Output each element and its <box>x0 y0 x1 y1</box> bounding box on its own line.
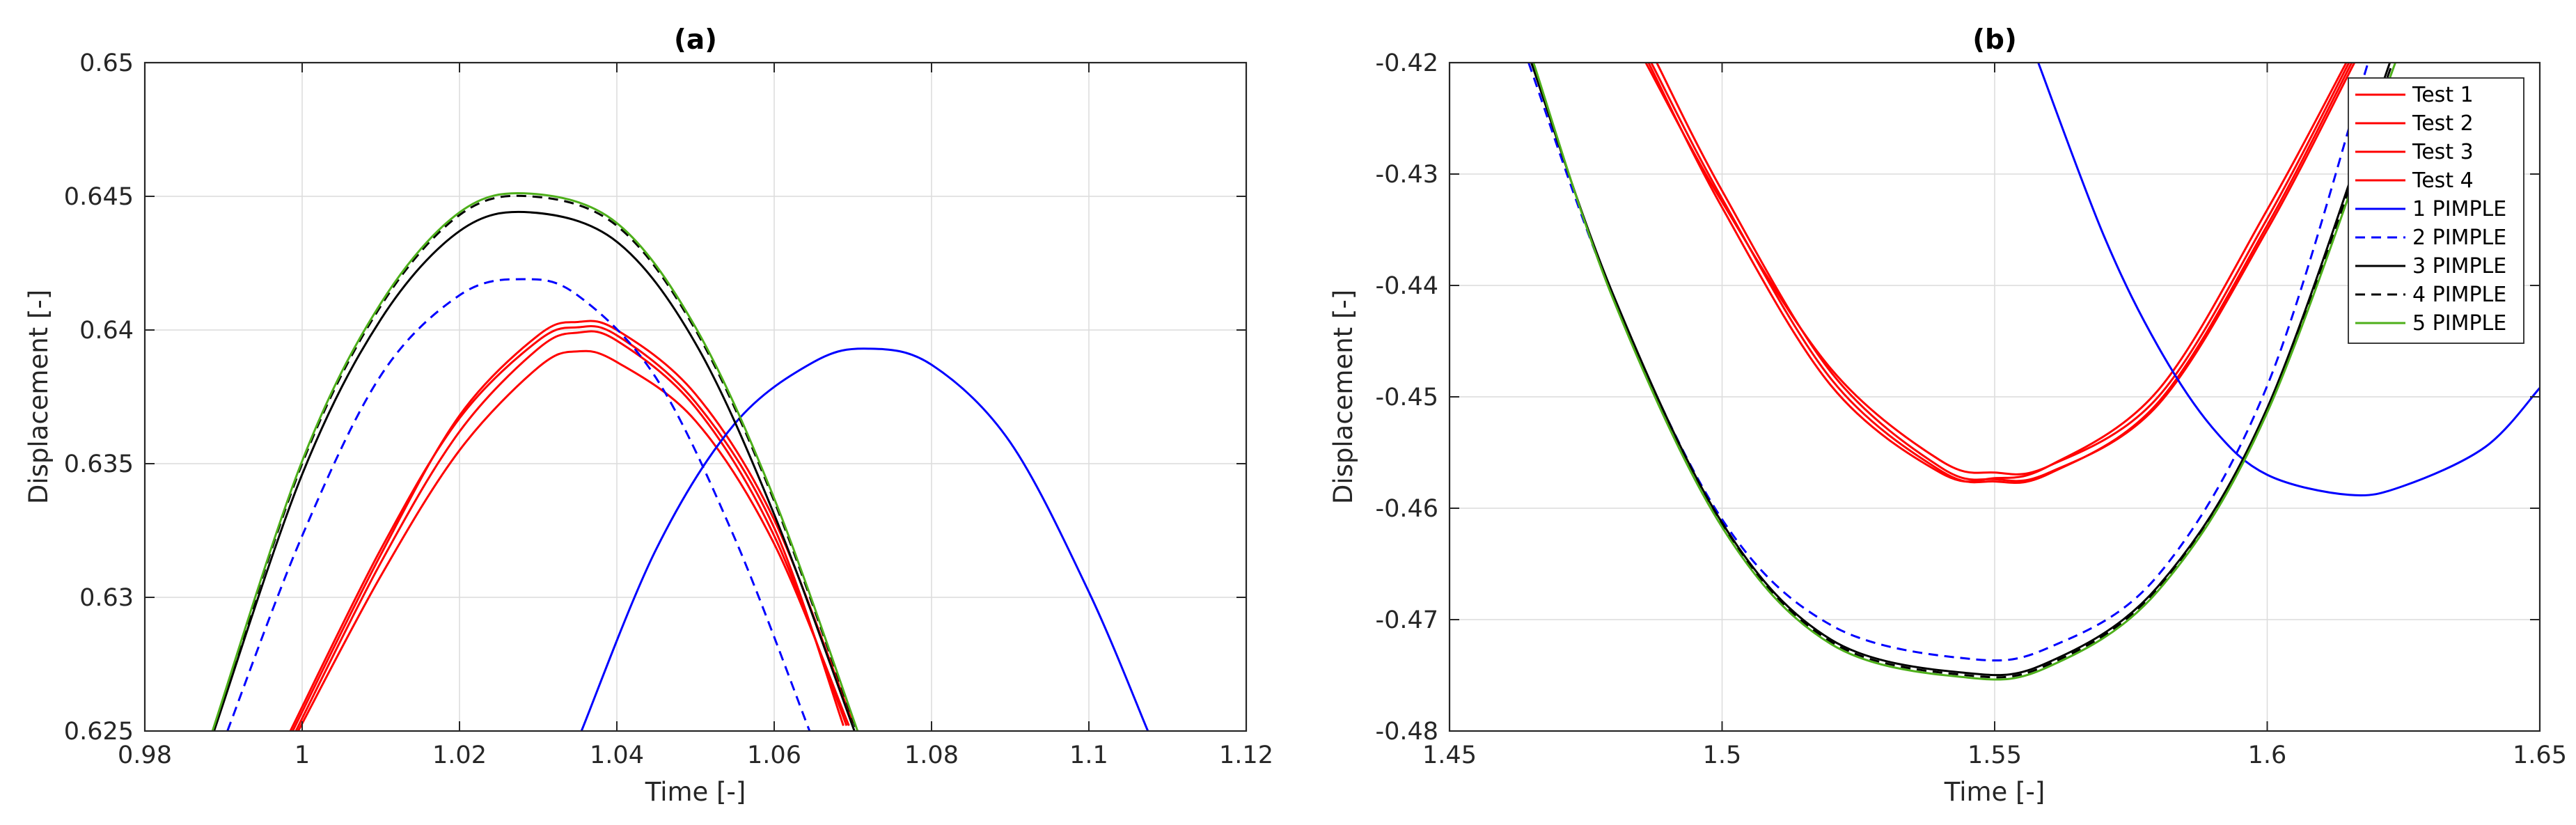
a-y-axis-label: Displacement [-] <box>24 290 54 504</box>
a-x-tick-label: 1.06 <box>747 741 801 769</box>
a-y-tick-label: 0.625 <box>64 718 134 746</box>
b-series-line-4 <box>1647 63 2348 483</box>
a-x-tick-label: 1.04 <box>590 741 644 769</box>
a-y-tick-label: 0.645 <box>64 183 134 211</box>
a-series-line-2 <box>289 325 845 731</box>
b-x-tick-label: 1.45 <box>1422 741 1477 769</box>
a-y-tick-label: 0.64 <box>79 317 134 345</box>
b-x-tick-label: 1.55 <box>1968 741 2022 769</box>
b-y-tick-label: -0.48 <box>1375 718 1438 746</box>
a-series-line-7 <box>213 210 856 731</box>
legend: Test 1 Test 2 Test 3 Test 4 1 PIMPLE 2 PIMPLE… <box>2348 77 2524 344</box>
a-y-tick-label: 0.635 <box>64 450 134 478</box>
a-axes-frame <box>143 61 1248 732</box>
a-series-line-4 <box>292 320 854 731</box>
a-series-line-5 <box>580 347 1149 731</box>
b-x-axis-label: Time [-] <box>1944 777 2045 807</box>
legend-label-7: 3 PIMPLE <box>2412 254 2506 278</box>
b-series-line-9 <box>1532 63 2396 681</box>
b-panel-title: (b) <box>1972 24 2017 56</box>
b-y-tick-label: -0.46 <box>1375 495 1438 523</box>
a-plot-area <box>145 63 1246 731</box>
legend-label-5: 1 PIMPLE <box>2412 197 2506 221</box>
panel-b: 1.45 1.5 1.55 1.6 1.65 -0.48 -0.47 -0.46 -0.45 -0… <box>1328 24 2567 807</box>
a-series-line-9 <box>211 191 859 731</box>
legend-label-2: Test 2 <box>2412 111 2474 136</box>
b-y-tick-label: -0.47 <box>1375 606 1438 634</box>
a-x-tick-label: 0.98 <box>118 741 172 769</box>
a-x-tick-label: 1.02 <box>432 741 487 769</box>
panel-a: 0.98 1 1.02 1.04 1.06 1.08 1.1 1.12 0.625 0.63 0.6… <box>24 24 1273 807</box>
a-series-group <box>211 191 1149 731</box>
a-series-line-1 <box>297 349 850 731</box>
b-x-tick-label: 1.65 <box>2513 741 2567 769</box>
a-x-tick-label: 1 <box>294 741 310 769</box>
b-y-tick-label: -0.44 <box>1375 272 1438 300</box>
b-series-line-5 <box>2037 63 2540 497</box>
b-series-line-3 <box>1650 63 2353 484</box>
a-panel-title: (a) <box>674 24 717 56</box>
b-y-tick-label: -0.43 <box>1375 161 1438 189</box>
a-y-tick-label: 0.65 <box>79 49 134 77</box>
legend-label-1: Test 1 <box>2412 83 2474 107</box>
legend-label-4: Test 4 <box>2412 168 2474 193</box>
b-x-tick-label: 1.5 <box>1703 741 1742 769</box>
legend-label-3: Test 3 <box>2412 140 2474 164</box>
legend-label-9: 5 PIMPLE <box>2412 311 2506 336</box>
legend-label-8: 4 PIMPLE <box>2412 283 2506 307</box>
a-series-line-3 <box>294 330 848 731</box>
b-y-tick-label: -0.42 <box>1375 49 1438 77</box>
b-series-line-2 <box>1656 63 2356 482</box>
a-series-line-6 <box>226 278 811 731</box>
a-x-axis-label: Time [-] <box>645 777 746 807</box>
a-x-tick-label: 1.1 <box>1069 741 1108 769</box>
b-x-tick-label: 1.6 <box>2248 741 2287 769</box>
legend-label-6: 2 PIMPLE <box>2412 226 2506 250</box>
b-y-axis-label: Displacement [-] <box>1328 290 1358 504</box>
a-x-tick-label: 1.12 <box>1219 741 1273 769</box>
a-x-tick-label: 1.08 <box>904 741 959 769</box>
a-y-tick-label: 0.63 <box>79 584 134 612</box>
b-y-tick-label: -0.45 <box>1375 384 1438 411</box>
b-series-group <box>1527 63 2540 681</box>
